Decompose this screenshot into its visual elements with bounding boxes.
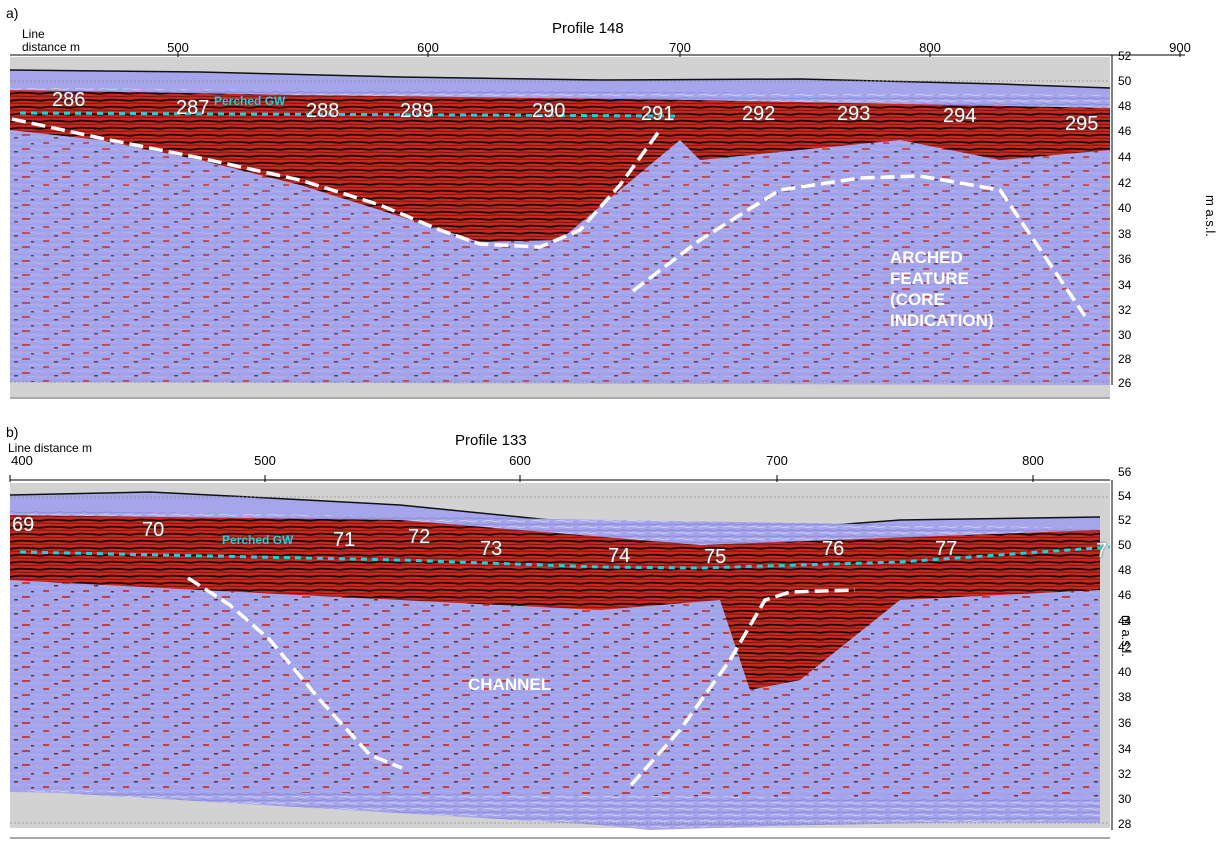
panel-b-interpretation-line-2 [629, 588, 856, 787]
panel-a-ytick: 30 [1118, 328, 1132, 342]
panel-a-ytick: 42 [1118, 176, 1132, 190]
panel-a-ytick: 46 [1118, 124, 1132, 138]
panel-b-ytick: 40 [1118, 665, 1132, 679]
panel-b-marker: 74 [608, 545, 631, 567]
panel-a-title: Profile 148 [552, 20, 624, 37]
panel-b-ytick: 56 [1118, 465, 1132, 479]
panel-a-interpretation-line-1 [11, 117, 662, 249]
panel-a-marker: 290 [532, 100, 566, 122]
panel-a-ytick: 28 [1118, 352, 1132, 366]
panel-a-xlabel-line2: distance m [22, 40, 81, 54]
panel-a-ytick: 32 [1118, 303, 1132, 317]
panel-a-marker: 294 [943, 105, 977, 127]
panel-a-ytick: 48 [1118, 99, 1132, 113]
panel-b-ytick: 50 [1118, 538, 1132, 552]
panel-b-radargram [9, 483, 1110, 839]
panel-a-marker: 287 [176, 97, 210, 119]
panel-b-marker: 69 [12, 514, 35, 536]
panel-b-ytick: 42 [1118, 640, 1132, 654]
panel-a-radargram [9, 57, 1111, 399]
panel-a-feature-line: INDICATION) [890, 311, 994, 330]
panel-b-ytick: 36 [1118, 716, 1132, 730]
panel-b-ytick: 44 [1118, 614, 1132, 628]
panel-b-perched-gw-line [19, 545, 1111, 570]
panel-a-xtick-500: 500 [167, 40, 189, 55]
panel-b-channel-label: CHANNEL [468, 675, 552, 694]
panel-b-ytick: 34 [1118, 742, 1132, 756]
panel-b-title: Profile 133 [455, 432, 527, 449]
panel-b-letter: b) [6, 424, 19, 440]
panel-a-perched-gw-label: Perched GW [214, 94, 286, 108]
panel-b-marker: 7 [1096, 540, 1108, 562]
panel-a-xlabel: Line distance m [22, 28, 80, 54]
panel-b-ytick: 38 [1118, 690, 1132, 704]
panel-b-marker: 73 [480, 538, 503, 560]
panel-a-ytick: 44 [1118, 150, 1132, 164]
panel-a-marker: 293 [837, 103, 871, 125]
panel-b-interpretation-line-1 [187, 576, 403, 770]
panel-a-marker: 291 [641, 103, 675, 125]
panel-a-marker: 289 [400, 100, 434, 122]
panel-a-ytick: 40 [1118, 201, 1132, 215]
panel-b-marker: 71 [333, 529, 356, 551]
panel-b-x-axis [9, 475, 1110, 482]
panel-b-marker: 77 [935, 538, 958, 560]
panel-a-marker: 292 [742, 103, 776, 125]
panel-b-ytick: 32 [1118, 767, 1132, 781]
panel-a-marker: 295 [1065, 113, 1099, 135]
panel-a-ytick: 26 [1118, 376, 1132, 390]
panel-a-perched-gw-line [19, 111, 681, 118]
panel-a-xtick-700: 700 [669, 40, 691, 55]
panel-a-arched-feature-label: ARCHED FEATURE (CORE INDICATION) [890, 247, 994, 331]
panel-a-ytick: 50 [1118, 74, 1132, 88]
panel-a-xtick-800: 800 [919, 40, 941, 55]
panel-b-marker: 75 [704, 546, 727, 568]
panel-a-xtick-600: 600 [417, 40, 439, 55]
panel-a-marker: 286 [52, 89, 86, 111]
panel-a-x-axis [10, 51, 1185, 57]
panel-b-xtick-500: 500 [254, 453, 276, 468]
panel-b-marker: 70 [142, 519, 165, 541]
panel-b-xlabel: Line distance m [8, 441, 93, 455]
panel-b-xtick-400: 400 [11, 453, 33, 468]
panel-a-letter: a) [6, 5, 19, 21]
panel-b-ytick: 30 [1118, 792, 1132, 806]
panel-a-xtick-900: 900 [1169, 40, 1191, 55]
panel-b-ytick: 28 [1118, 817, 1132, 831]
panel-b-ytick: 48 [1118, 563, 1132, 577]
panel-a-xlabel-line1: Line [22, 27, 45, 41]
panel-b-xtick-800: 800 [1022, 453, 1044, 468]
panel-b-ytick: 52 [1118, 513, 1132, 527]
panel-b-xtick-600: 600 [509, 453, 531, 468]
panel-b-perched-gw-label: Perched GW [222, 533, 294, 547]
panel-a-feature-line: FEATURE [890, 269, 970, 288]
panel-a-interpretation-line-2 [631, 174, 1087, 317]
panel-a-ytick: 38 [1118, 227, 1132, 241]
panel-b-marker: 72 [408, 526, 431, 548]
panel-a: a) Profile 148 Line distance m 500 600 7… [0, 0, 1221, 400]
panel-b-marker: 76 [822, 538, 845, 560]
panel-b-ytick: 46 [1118, 588, 1132, 602]
panel-a-ytick: 36 [1118, 252, 1132, 266]
panel-a-ytick: 52 [1118, 49, 1132, 63]
panel-b-ytick: 54 [1118, 489, 1132, 503]
panel-a-feature-line: ARCHED [890, 248, 963, 267]
panel-a-ytick: 34 [1118, 278, 1132, 292]
panel-a-feature-line: (CORE [890, 290, 945, 309]
panel-a-marker: 288 [306, 100, 340, 122]
panel-b-xtick-700: 700 [766, 453, 788, 468]
